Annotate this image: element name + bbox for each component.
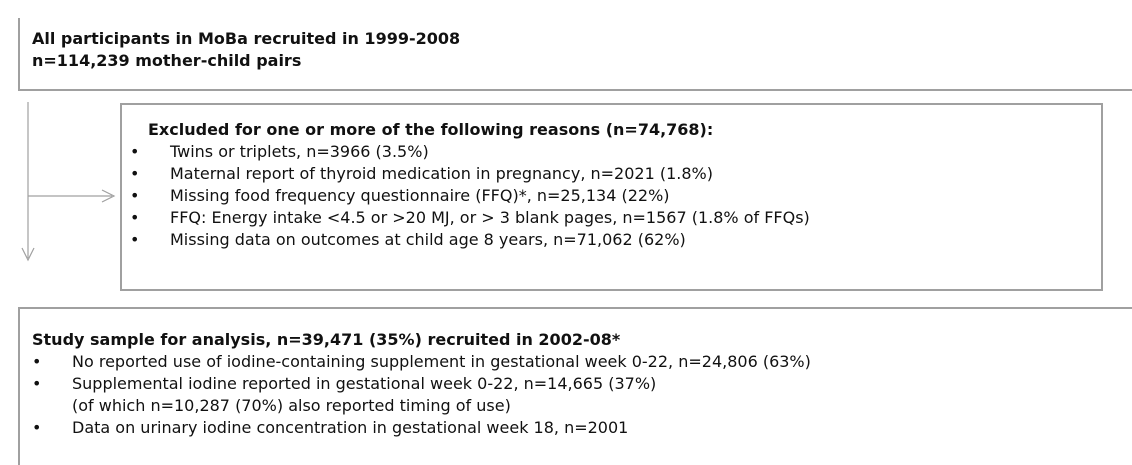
- sample-item: Data on urinary iodine concentration in …: [28, 417, 1132, 439]
- excluded-box: Excluded for one or more of the followin…: [120, 103, 1103, 291]
- sample-item-note: (of which n=10,287 (70%) also reported t…: [72, 396, 511, 415]
- excluded-title: Excluded for one or more of the followin…: [148, 120, 714, 139]
- down-arrowhead: [21, 247, 35, 262]
- sample-box: Study sample for analysis, n=39,471 (35%…: [18, 307, 1132, 465]
- excluded-list: Twins or triplets, n=3966 (3.5%)Maternal…: [126, 141, 1101, 251]
- excluded-item: Twins or triplets, n=3966 (3.5%): [126, 141, 1101, 163]
- top-box: All participants in MoBa recruited in 19…: [18, 18, 1132, 91]
- excluded-item: Missing food frequency questionnaire (FF…: [126, 185, 1101, 207]
- right-arrowhead: [101, 189, 116, 203]
- sample-item: No reported use of iodine-containing sup…: [28, 351, 1132, 373]
- sample-item-text: Data on urinary iodine concentration in …: [72, 418, 629, 437]
- excluded-item: FFQ: Energy intake <4.5 or >20 MJ, or > …: [126, 207, 1101, 229]
- sample-item-text: Supplemental iodine reported in gestatio…: [72, 374, 657, 393]
- sample-item: Supplemental iodine reported in gestatio…: [28, 373, 1132, 417]
- sample-title: Study sample for analysis, n=39,471 (35%…: [32, 330, 621, 349]
- arrows: [21, 102, 116, 262]
- sample-list: No reported use of iodine-containing sup…: [28, 351, 1132, 439]
- sample-item-text: No reported use of iodine-containing sup…: [72, 352, 811, 371]
- top-line: n=114,239 mother-child pairs: [32, 51, 302, 70]
- top-lines: All participants in MoBa recruited in 19…: [32, 28, 1132, 72]
- top-line: All participants in MoBa recruited in 19…: [32, 29, 461, 48]
- excluded-item: Maternal report of thyroid medication in…: [126, 163, 1101, 185]
- excluded-item: Missing data on outcomes at child age 8 …: [126, 229, 1101, 251]
